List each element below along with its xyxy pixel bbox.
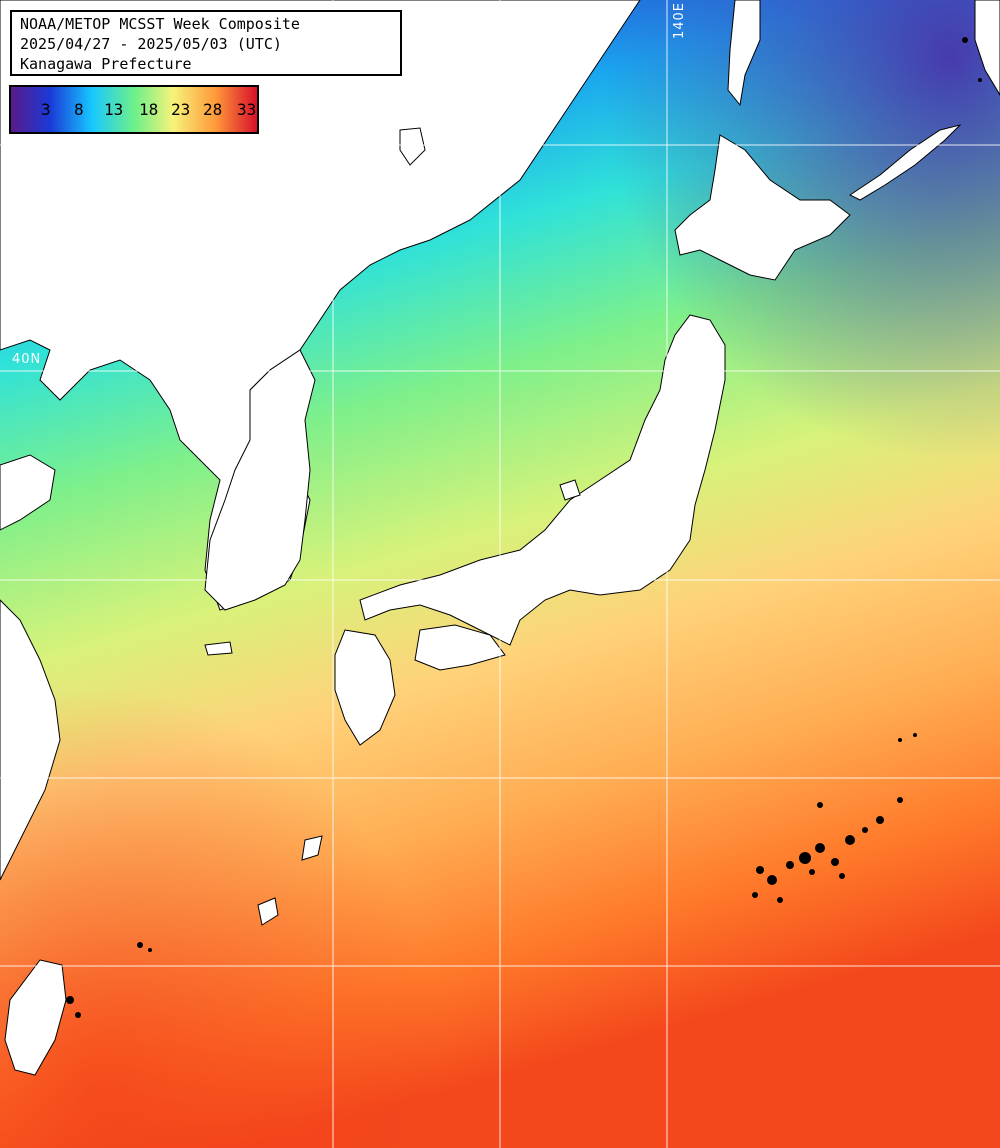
kyushu [334,629,396,746]
china-coast-south [0,599,61,881]
legend-tick-label: 18 [139,100,159,119]
kamchatka-edge [974,0,1000,96]
product-title: NOAA/METOP MCSST Week Composite [20,15,300,33]
honshu [359,314,726,646]
sado-island [559,479,581,501]
legend-tick-label: 13 [104,100,124,119]
color-scale-legend: 3 8 13 18 23 28 33 [9,85,259,134]
map-title-box: NOAA/METOP MCSST Week Composite 2025/04/… [10,10,402,76]
amami [257,897,279,926]
taiwan [4,959,67,1076]
color-scale-bar [11,87,257,132]
korea-peninsula [204,349,316,611]
china-coast [0,454,56,531]
okinawa [301,835,323,861]
okushiri [399,127,426,166]
legend-tick-label: 28 [203,100,223,119]
latitude-label: 40N [12,352,42,367]
sakhalin [727,0,761,107]
shikoku [414,624,506,671]
longitude-label: 140E [672,2,687,40]
iturup-chain [849,124,962,201]
land [0,0,1000,1076]
cloud-mask [66,37,982,1018]
color-scale-ticks: 3 8 13 18 23 28 33 [11,87,257,132]
legend-tick-label: 23 [171,100,191,119]
region-name: Kanagawa Prefecture [20,55,192,73]
legend-tick-label: 33 [237,100,257,119]
legend-tick-label: 8 [74,100,84,119]
hokkaido [674,134,851,281]
cheju [204,641,233,656]
date-range: 2025/04/27 - 2025/05/03 (UTC) [20,35,282,53]
legend-tick-label: 3 [41,100,51,119]
